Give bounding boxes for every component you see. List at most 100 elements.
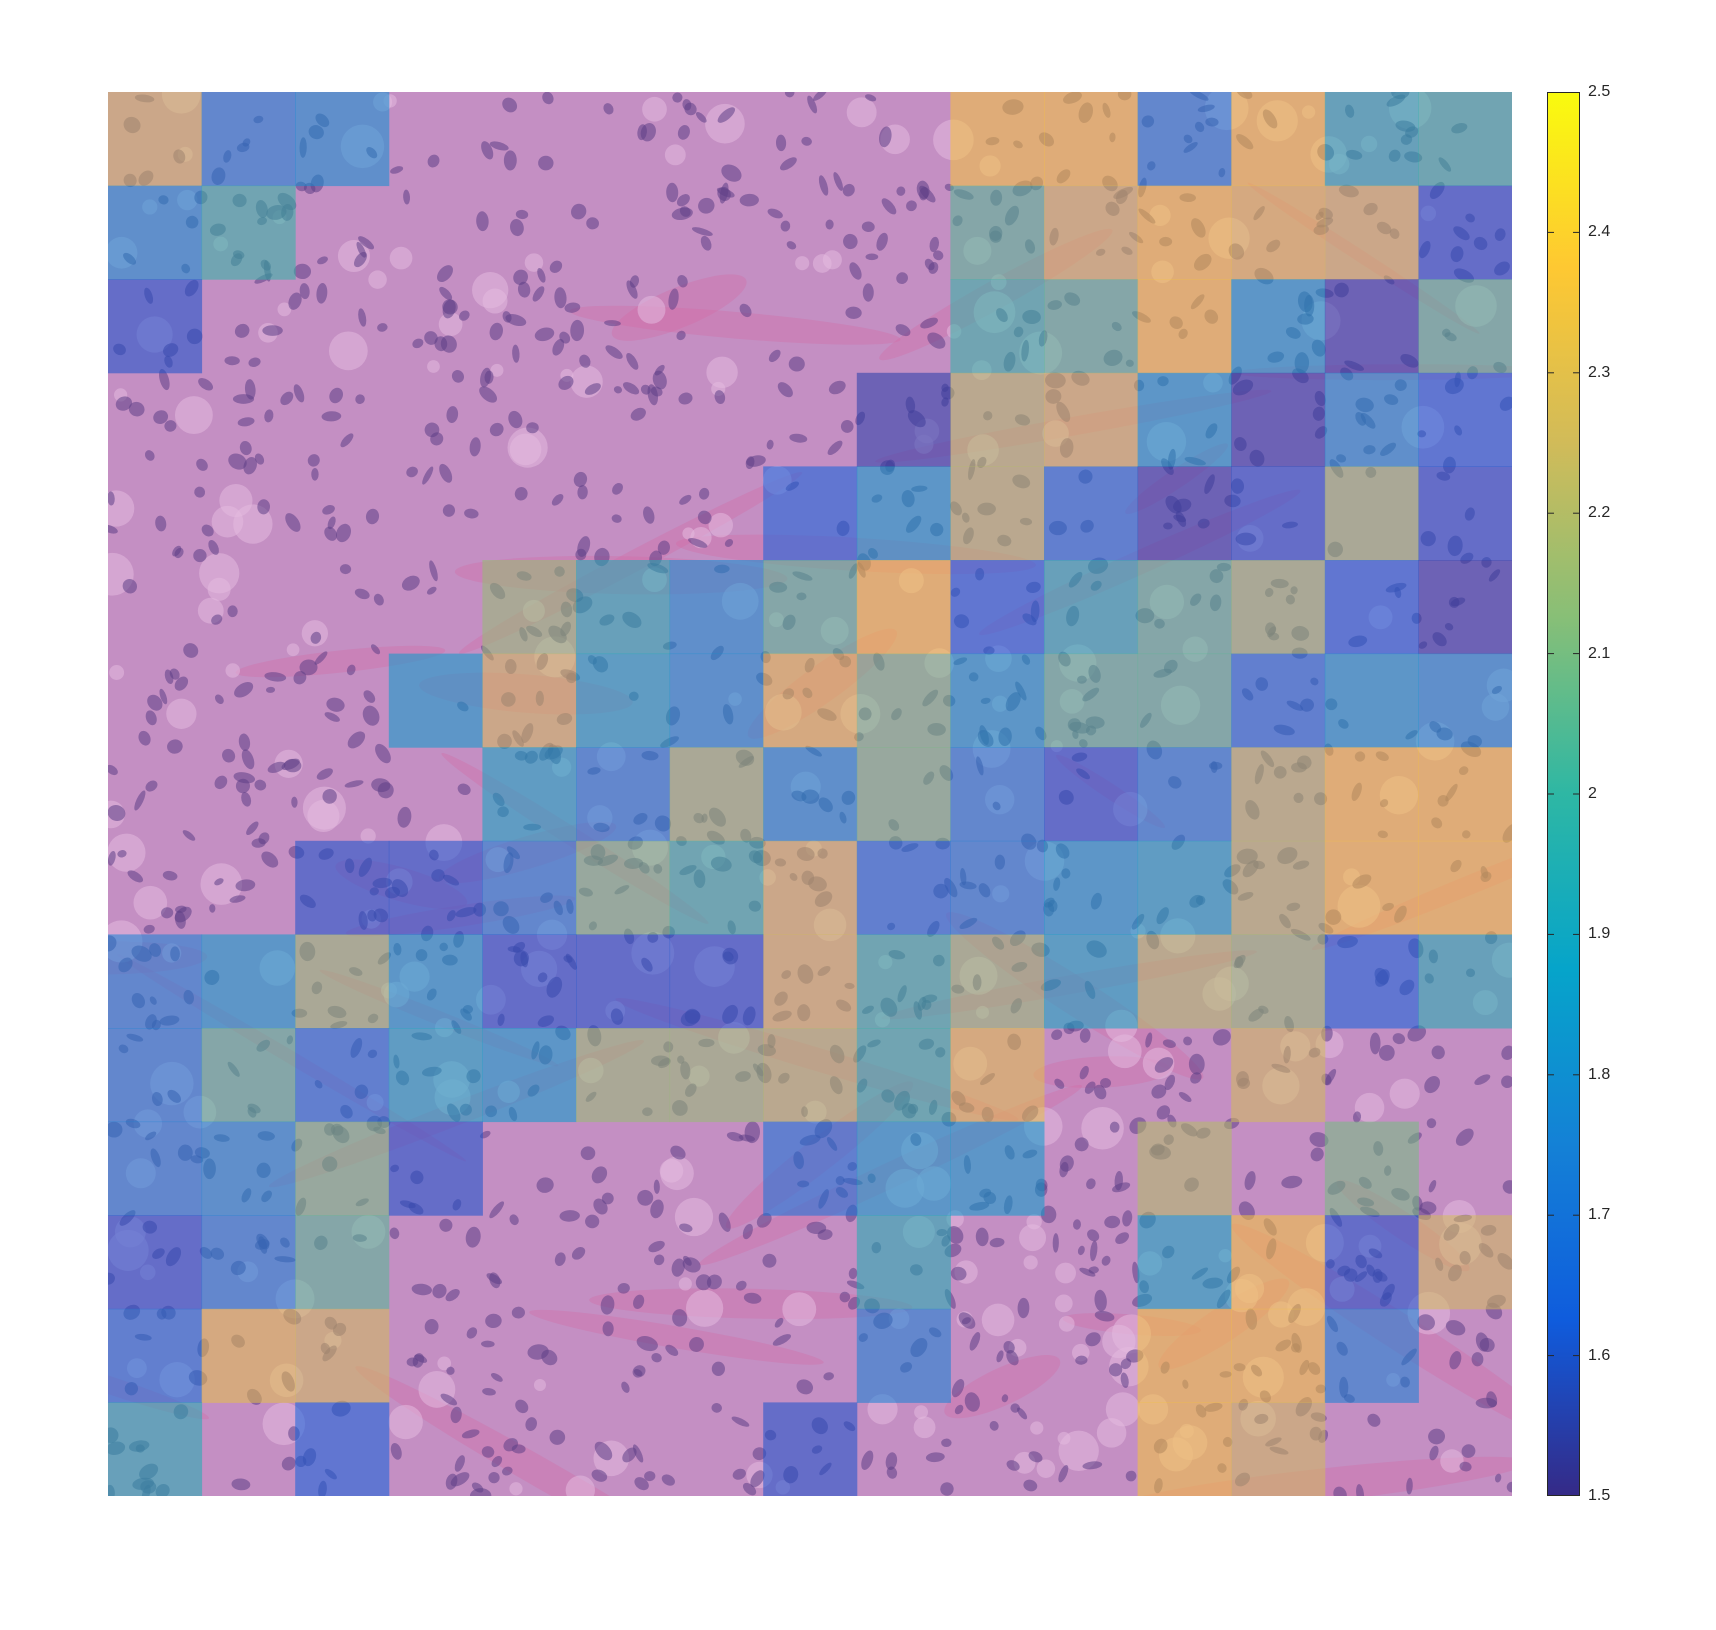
heatmap-cell — [1231, 1028, 1326, 1123]
heatmap-cell — [388, 653, 483, 748]
heatmap-cell — [1324, 1215, 1419, 1310]
heatmap-cell — [1231, 279, 1326, 374]
heatmap-cell — [1137, 466, 1232, 561]
heatmap-cell — [1418, 466, 1512, 561]
heatmap-cell — [1137, 279, 1232, 374]
heatmap-cell — [576, 934, 671, 1029]
heatmap-cell — [1231, 372, 1326, 467]
heatmap-cell — [1137, 92, 1232, 187]
heatmap-cell — [950, 372, 1045, 467]
heatmap-cell — [763, 747, 858, 842]
heatmap-cell — [1324, 747, 1419, 842]
colorbar-tick-label: 1.7 — [1588, 1206, 1611, 1224]
heatmap-cell — [1137, 372, 1232, 467]
heatmap-cell — [108, 1121, 203, 1216]
heatmap-cell — [1137, 934, 1232, 1029]
heatmap-cell — [1137, 840, 1232, 935]
heatmap-cell — [482, 934, 577, 1029]
heatmap-cell — [1231, 1215, 1326, 1310]
heatmap-cell — [1324, 560, 1419, 655]
heatmap-cell — [950, 840, 1045, 935]
heatmap-cell — [1231, 185, 1326, 280]
heatmap-cell — [950, 1121, 1045, 1216]
heatmap-cell — [1044, 840, 1139, 935]
heatmap-cell — [1324, 1308, 1419, 1403]
heatmap-cell — [669, 934, 764, 1029]
heatmap-cell — [669, 840, 764, 935]
heatmap-cell — [201, 1121, 296, 1216]
heatmap-cell — [763, 934, 858, 1029]
heatmap-cell — [108, 1028, 203, 1123]
heatmap-cell — [295, 92, 390, 187]
heatmap-cell — [669, 653, 764, 748]
heatmap-cell — [1418, 92, 1512, 187]
heatmap-plot-area — [108, 92, 1512, 1496]
heatmap-cell — [856, 934, 951, 1029]
heatmap-cell — [482, 560, 577, 655]
heatmap-cell — [388, 1121, 483, 1216]
heatmap-cell — [950, 560, 1045, 655]
heatmap-cell — [388, 934, 483, 1029]
heatmap-cell — [1231, 92, 1326, 187]
heatmap-cell — [388, 840, 483, 935]
heatmap-cell — [1324, 1121, 1419, 1216]
heatmap-cell — [108, 1308, 203, 1403]
heatmap-cell — [1231, 934, 1326, 1029]
heatmap-cell — [856, 840, 951, 935]
heatmap-cell — [1418, 653, 1512, 748]
heatmap-cell — [1418, 560, 1512, 655]
heatmap-cell — [1137, 747, 1232, 842]
heatmap-cell — [856, 372, 951, 467]
heatmap-cell — [1044, 279, 1139, 374]
heatmap-cell — [295, 1121, 390, 1216]
heatmap-cell — [856, 1028, 951, 1123]
heatmap-cell — [763, 1028, 858, 1123]
heatmap-cell — [1418, 934, 1512, 1029]
heatmap-cell — [1418, 185, 1512, 280]
heatmap-cell — [950, 279, 1045, 374]
heatmap-cell — [950, 934, 1045, 1029]
heatmap-cell — [1324, 466, 1419, 561]
heatmap-cell — [1137, 185, 1232, 280]
colorbar-tick-label: 2.2 — [1588, 504, 1611, 522]
heatmap-cell — [1044, 653, 1139, 748]
heatmap-cell — [856, 653, 951, 748]
heatmap-cell — [201, 1028, 296, 1123]
heatmap-cell — [856, 747, 951, 842]
heatmap-cell — [669, 1028, 764, 1123]
heatmap-cell — [856, 1308, 951, 1403]
heatmap-cell — [1231, 840, 1326, 935]
heatmap-cell — [1044, 185, 1139, 280]
heatmap-cell — [1324, 185, 1419, 280]
colorbar-tick-label: 1.8 — [1588, 1065, 1611, 1083]
heatmap-cell — [388, 1028, 483, 1123]
heatmap-cell — [1418, 747, 1512, 842]
heatmap-cell — [201, 1308, 296, 1403]
heatmap-cell — [950, 1028, 1045, 1123]
heatmap-cell — [856, 560, 951, 655]
colorbar-tick-label: 1.5 — [1588, 1487, 1611, 1504]
heatmap-cell — [1137, 1121, 1232, 1216]
heatmap-cell — [482, 747, 577, 842]
heatmap-cell — [1137, 1402, 1232, 1496]
heatmap-cell — [856, 466, 951, 561]
colorbar-tick-label: 2.5 — [1588, 83, 1611, 100]
heatmap-cell — [1324, 934, 1419, 1029]
heatmap-cell — [763, 466, 858, 561]
heatmap-cell — [1044, 92, 1139, 187]
heatmap-cell — [576, 747, 671, 842]
heatmap-cell — [1044, 747, 1139, 842]
colorbar-tick-label: 2 — [1588, 785, 1597, 802]
heatmap-cell — [295, 1028, 390, 1123]
heatmap-cell — [1044, 372, 1139, 467]
heatmap-cell — [1418, 372, 1512, 467]
heatmap-cell — [482, 840, 577, 935]
colorbar-tick-label: 2.1 — [1588, 644, 1611, 662]
heatmap-cell — [950, 185, 1045, 280]
heatmap-cell — [669, 560, 764, 655]
heatmap-cell — [950, 92, 1045, 187]
heatmap-cell — [1418, 840, 1512, 935]
heatmap-cell — [1044, 560, 1139, 655]
heatmap-cell — [1418, 1215, 1512, 1310]
heatmap-cell — [1324, 279, 1419, 374]
